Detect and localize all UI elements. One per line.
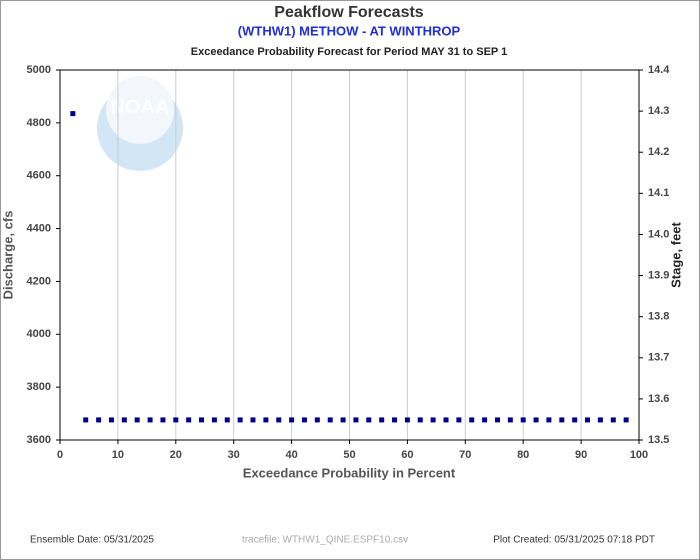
x-tick-label: 30 — [228, 449, 240, 461]
point — [443, 417, 449, 423]
chart-subtitle: (WTHW1) METHOW - AT WINTHROP — [238, 23, 461, 38]
point — [250, 417, 256, 423]
chart-title: Peakflow Forecasts — [274, 4, 424, 21]
point — [353, 417, 359, 423]
point — [366, 417, 372, 423]
point — [211, 417, 217, 423]
logo: NOAA — [97, 76, 183, 171]
point — [520, 417, 526, 423]
x-tick-label: 10 — [112, 449, 124, 461]
y2-tick-label: 13.9 — [648, 269, 669, 281]
point — [199, 417, 205, 423]
point — [314, 417, 320, 423]
footer-left: Ensemble Date: 05/31/2025 — [30, 535, 154, 546]
point — [121, 417, 127, 423]
plot-area — [59, 69, 640, 441]
point — [134, 417, 140, 423]
x-tick-label: 70 — [459, 449, 471, 461]
y2-tick-label: 14.1 — [648, 187, 669, 199]
point — [173, 417, 179, 423]
y-tick-label: 3600 — [27, 434, 51, 446]
point — [108, 417, 114, 423]
point — [70, 111, 76, 117]
y-tick-label: 3800 — [27, 381, 51, 393]
x-tick-label: 40 — [285, 449, 297, 461]
x-tick-label: 100 — [630, 449, 648, 461]
point — [289, 417, 295, 423]
point — [96, 417, 102, 423]
point — [301, 417, 307, 423]
point — [430, 417, 436, 423]
period-title: Exceedance Probability Forecast for Peri… — [191, 46, 507, 58]
x-tick-label: 50 — [343, 449, 355, 461]
footer-center: tracefile: WTHW1_QINE.ESPF10.csv — [242, 535, 408, 546]
y-tick-label: 5000 — [27, 64, 51, 76]
point — [263, 417, 269, 423]
x-tick-label: 20 — [170, 449, 182, 461]
y2-tick-label: 14.2 — [648, 146, 669, 158]
point — [494, 417, 500, 423]
y2-tick-label: 13.6 — [648, 393, 669, 405]
point — [379, 417, 385, 423]
y2-tick-label: 14.3 — [648, 105, 669, 117]
y2-axis-label: Stage, feet — [668, 221, 683, 287]
footer-right: Plot Created: 05/31/2025 07:18 PDT — [493, 535, 655, 546]
y-tick-label: 4800 — [27, 117, 51, 129]
point — [572, 417, 578, 423]
y-tick-label: 4400 — [27, 222, 51, 234]
point — [507, 417, 513, 423]
point — [546, 417, 552, 423]
point — [482, 417, 488, 423]
y-axis-label: Discharge, cfs — [0, 211, 15, 300]
point — [327, 417, 333, 423]
y2-tick-label: 13.8 — [648, 311, 669, 323]
y2-tick-label: 13.7 — [648, 352, 669, 364]
point — [392, 417, 398, 423]
point — [340, 417, 346, 423]
point — [404, 417, 410, 423]
point — [610, 417, 616, 423]
y2-tick-label: 14.4 — [648, 64, 670, 76]
point — [147, 417, 153, 423]
y2-tick-label: 14.0 — [648, 228, 669, 240]
point — [417, 417, 423, 423]
x-tick-label: 0 — [57, 449, 63, 461]
x-tick-label: 60 — [401, 449, 413, 461]
logo-text: NOAA — [111, 96, 170, 118]
point — [597, 417, 603, 423]
y2-tick-label: 13.5 — [648, 434, 669, 446]
point — [160, 417, 166, 423]
point — [456, 417, 462, 423]
point — [469, 417, 475, 423]
point — [585, 417, 591, 423]
y-tick-label: 4600 — [27, 170, 51, 182]
point — [83, 417, 89, 423]
point — [559, 417, 565, 423]
point — [276, 417, 282, 423]
x-axis-label: Exceedance Probability in Percent — [243, 465, 456, 480]
point — [186, 417, 192, 423]
y-tick-label: 4200 — [27, 275, 51, 287]
point — [623, 417, 629, 423]
point — [533, 417, 539, 423]
x-tick-label: 90 — [575, 449, 587, 461]
y-tick-label: 4000 — [27, 328, 51, 340]
x-tick-label: 80 — [517, 449, 529, 461]
point — [224, 417, 230, 423]
point — [237, 417, 243, 423]
